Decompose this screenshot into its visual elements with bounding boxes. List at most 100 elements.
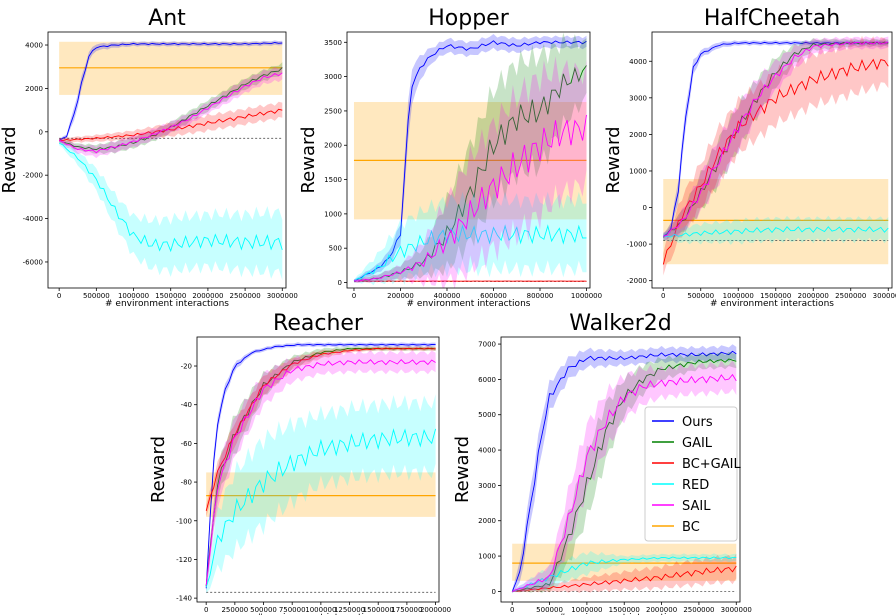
x-tick-label: 800000 (527, 292, 554, 300)
x-tick-label: 400000 (434, 292, 461, 300)
series-line-bc-gail (205, 347, 436, 512)
x-axis-label: # environment interactions (710, 299, 834, 309)
legend-box (644, 406, 738, 542)
series-line-ours (353, 40, 587, 282)
x-tick-label: 0 (661, 292, 665, 300)
axes-frame (47, 31, 287, 289)
series-band-gail (59, 62, 283, 155)
y-axis-label: Reward (452, 436, 473, 503)
series-line-ours (205, 343, 436, 589)
x-tick-label: 0 (510, 606, 514, 614)
series-band-red (512, 551, 737, 593)
bc-band (663, 179, 889, 265)
x-tick-label: 500000 (536, 606, 563, 614)
panel-title: Reacher (273, 311, 364, 336)
x-tick-label: 3000000 (721, 606, 752, 614)
series-band-bc-gail (59, 101, 283, 143)
x-tick-label: 2500000 (230, 292, 261, 300)
y-tick-label: -1000 (627, 241, 647, 249)
y-tick-label: -40 (181, 401, 192, 409)
x-axis-label: # environment interactions (559, 613, 683, 615)
x-tick-label: 1500000 (760, 292, 791, 300)
y-tick-label: 500 (329, 245, 342, 253)
series-line-red (663, 226, 889, 238)
y-tick-label: -2000 (23, 172, 43, 180)
y-tick-label: -120 (176, 556, 192, 564)
panel-title: Walker2d (569, 311, 671, 336)
x-tick-label: 2000000 (798, 292, 829, 300)
x-axis-label: # environment interactions (256, 613, 380, 615)
x-tick-label: 1750000 (391, 606, 422, 614)
axes-frame (346, 31, 591, 289)
x-tick-label: 2000000 (646, 606, 677, 614)
y-tick-label: 0 (492, 588, 496, 596)
series-band-bc-gail (663, 35, 889, 276)
x-tick-label: 250000 (221, 606, 248, 614)
y-tick-label: 4000 (629, 58, 647, 66)
x-tick-label: 750000 (279, 606, 306, 614)
series-line-sail (663, 41, 889, 237)
axes-frame (500, 336, 741, 603)
series-band-sail (663, 36, 889, 241)
panel-ant: 0 500000 1000000 1500000 2000000 2500000 30000… (0, 6, 298, 309)
y-tick-label: 2500 (324, 107, 342, 115)
panel-title: HalfCheetah (704, 6, 840, 31)
y-tick-label: 5000 (478, 411, 496, 419)
panel-halfcheetah: 0 500000 1000000 1500000 2000000 2500000 30000… (603, 6, 896, 309)
panel-title: Ant (148, 6, 186, 31)
x-tick-label: 2500000 (683, 606, 714, 614)
y-axis-label: Reward (148, 436, 169, 503)
x-tick-label: 0 (57, 292, 61, 300)
bc-band (206, 472, 436, 517)
series-line-ours (511, 350, 737, 592)
x-tick-label: 1500000 (363, 606, 394, 614)
y-tick-label: 6000 (478, 376, 496, 384)
series-line-bc-gail (512, 565, 737, 592)
x-tick-label: 500000 (250, 606, 277, 614)
series-band-gail (354, 32, 587, 283)
x-axis-label: # environment interactions (105, 299, 229, 309)
x-tick-label: 500000 (687, 292, 714, 300)
y-tick-label: 2000 (25, 85, 43, 93)
x-tick-label: 3000000 (267, 292, 298, 300)
legend-label-gail: GAIL (682, 436, 713, 451)
y-tick-label: -80 (181, 479, 192, 487)
plot-area-halfcheetah (662, 35, 889, 276)
y-tick-label: -60 (181, 440, 192, 448)
x-tick-label: 1000000 (118, 292, 149, 300)
x-tick-label: 0 (204, 606, 208, 614)
series-band-red (663, 215, 889, 245)
y-tick-label: -20 (181, 363, 192, 371)
y-tick-label: 2000 (629, 131, 647, 139)
plot-area-reacher (205, 342, 437, 595)
y-tick-label: 3000 (478, 482, 496, 490)
panel-title: Hopper (428, 6, 509, 31)
x-tick-label: 2000000 (192, 292, 223, 300)
x-tick-label: 0 (352, 292, 356, 300)
x-axis-label: # environment interactions (407, 299, 531, 309)
legend-label-bc: BC (682, 520, 700, 535)
y-tick-label: -4000 (23, 215, 43, 223)
y-tick-label: 1000 (478, 553, 496, 561)
y-tick-label: 3000 (629, 94, 647, 102)
legend: Ours GAIL BC+GAIL RED SAIL BC (644, 406, 741, 542)
panel-walker2d: 0 500000 1000000 1500000 2000000 2500000 30000… (452, 311, 752, 615)
series-line-red (353, 224, 587, 282)
x-tick-label: 3000000 (873, 292, 896, 300)
x-tick-label: 1000000 (571, 606, 602, 614)
y-tick-label: -140 (176, 595, 192, 603)
y-tick-label: 7000 (478, 341, 496, 349)
x-tick-label: 600000 (480, 292, 507, 300)
series-band-sail (354, 56, 587, 288)
y-tick-label: 0 (643, 204, 647, 212)
panel-reacher: 0 250000 500000 750000 100000012500001500000… (148, 311, 451, 615)
y-tick-label: 3500 (324, 39, 342, 47)
x-tick-label: 200000 (387, 292, 414, 300)
x-tick-label: 1250000 (334, 606, 365, 614)
y-tick-label: -2000 (627, 277, 647, 285)
series-band-bc-gail (512, 553, 737, 593)
series-line-gail (353, 65, 587, 282)
y-axis-label: Reward (298, 126, 319, 193)
axes-frame (651, 31, 893, 289)
